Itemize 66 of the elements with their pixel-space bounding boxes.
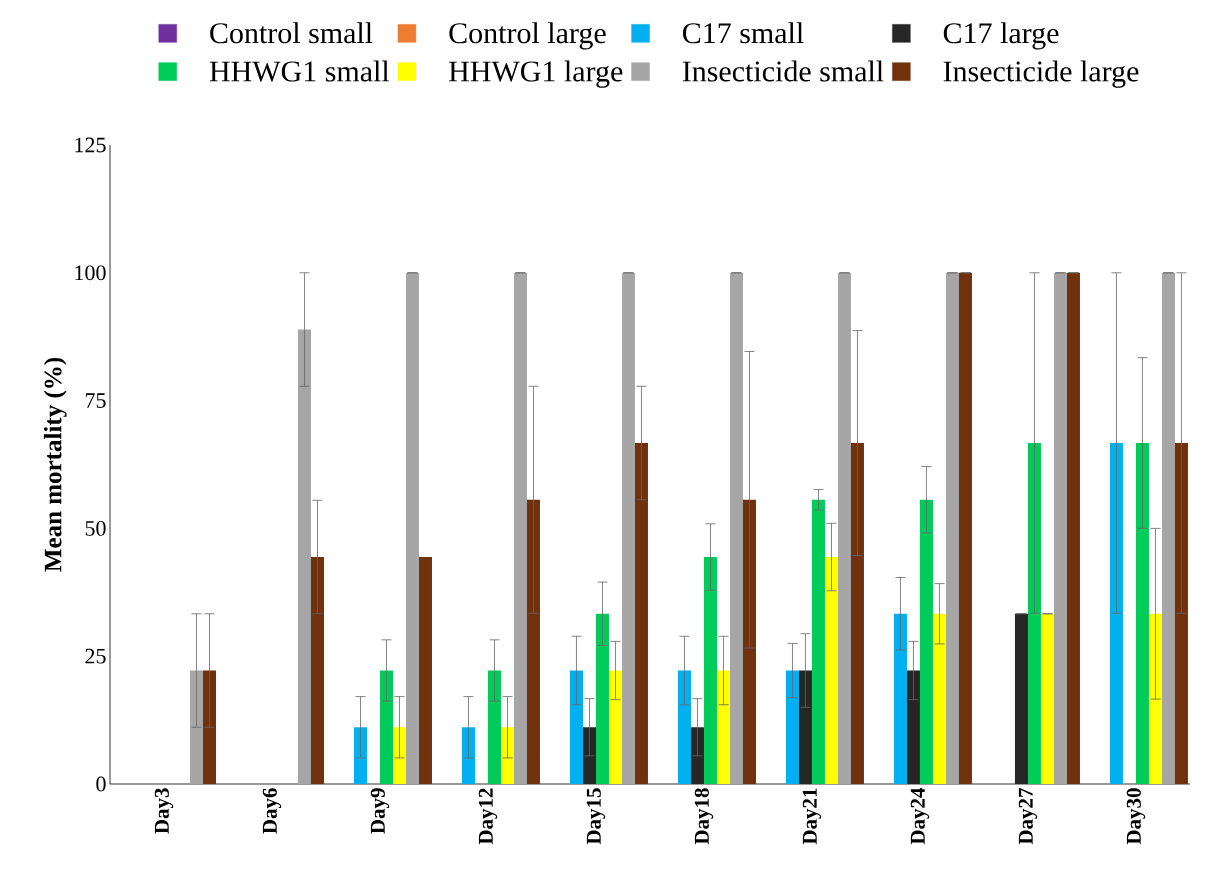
bar <box>837 272 851 784</box>
y-tick-label: 100 <box>75 265 106 281</box>
bar <box>1135 443 1149 784</box>
bar <box>906 670 920 784</box>
bar <box>634 443 648 784</box>
bar <box>893 613 907 784</box>
x-tick-label: Day15 <box>586 788 606 845</box>
bar <box>729 272 743 784</box>
bar <box>1174 443 1188 784</box>
bar <box>310 557 324 784</box>
y-axis-title: Mean mortality (%) <box>43 357 67 572</box>
bar <box>703 557 717 784</box>
x-tick-label: Day9 <box>370 788 390 834</box>
y-tick-label: 25 <box>85 648 106 664</box>
bar <box>1053 272 1067 784</box>
y-tick-label: 0 <box>96 776 106 792</box>
x-tick-label: Day12 <box>478 788 498 845</box>
x-tick-label: Day6 <box>262 788 282 834</box>
x-tick-label: Day24 <box>910 787 930 845</box>
y-tick-label: 50 <box>85 520 106 536</box>
legend-label: Insecticide large <box>943 60 1139 88</box>
bar <box>677 670 691 784</box>
bar <box>595 613 609 784</box>
bar <box>785 670 799 784</box>
x-tick-label: Day3 <box>154 788 174 834</box>
legend-label: HHWG1 large <box>448 60 623 88</box>
bar <box>1161 272 1175 784</box>
x-tick-label: Day27 <box>1018 788 1038 845</box>
bar <box>608 670 622 784</box>
bar <box>513 272 527 784</box>
y-tick-label: 75 <box>85 393 106 408</box>
legend-label: Insecticide small <box>682 60 884 82</box>
legend-label: C17 small <box>682 22 804 44</box>
bar <box>1109 443 1123 784</box>
y-tick-label: 125 <box>75 137 106 153</box>
bar <box>487 670 501 784</box>
bar <box>1014 613 1028 784</box>
bar <box>811 499 825 784</box>
bar <box>932 613 946 784</box>
legend-label: Control small <box>210 22 373 44</box>
bar <box>1066 272 1080 784</box>
x-tick-label: Day30 <box>1126 788 1146 845</box>
bar <box>190 670 203 784</box>
legend-label: HHWG1 small <box>209 60 390 82</box>
bar <box>379 670 393 784</box>
legend-label: Control large <box>449 22 606 50</box>
bar <box>716 670 730 784</box>
bar <box>945 272 959 784</box>
bar <box>297 329 311 784</box>
x-tick-label: Day21 <box>802 788 822 845</box>
bar <box>1148 613 1162 784</box>
legend-label: C17 large <box>943 22 1059 50</box>
x-tick-label: Day18 <box>694 788 714 845</box>
bar <box>850 443 864 784</box>
bar <box>919 499 933 784</box>
bar <box>1027 443 1041 784</box>
bar <box>824 557 838 784</box>
bar <box>203 670 216 784</box>
bar <box>798 670 812 784</box>
bar <box>1040 613 1054 784</box>
bar <box>418 557 432 784</box>
bar <box>569 670 583 784</box>
bar <box>958 272 972 784</box>
bar <box>405 272 419 784</box>
bar <box>526 499 540 784</box>
bar <box>621 272 635 784</box>
